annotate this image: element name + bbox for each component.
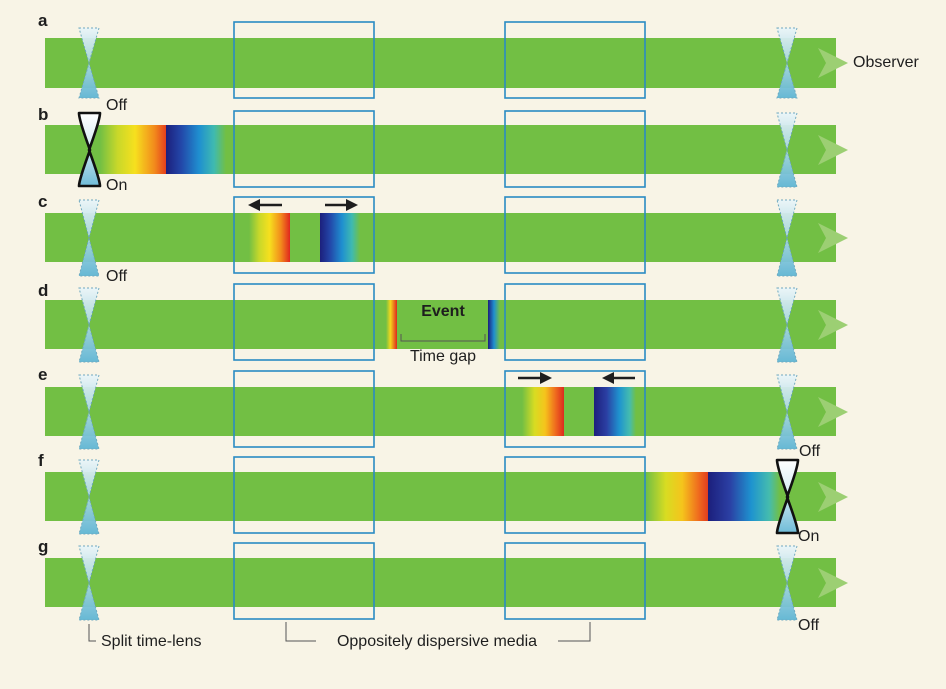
off-label-g: Off — [798, 617, 820, 634]
hourglass-lens-icon — [78, 199, 100, 277]
spectrum-red-b — [100, 125, 170, 174]
triangle-arrow-icon — [818, 310, 848, 340]
hourglass-lens-icon — [776, 27, 798, 99]
spectrum-red-e — [522, 387, 564, 436]
beam-a — [45, 38, 836, 88]
triangle-arrow-icon — [818, 568, 848, 598]
hourglass-lens-icon — [78, 374, 100, 450]
row-letter-c: c — [38, 192, 47, 211]
hourglass-lens-icon — [78, 545, 100, 621]
oppositely-dispersive-media-label: Oppositely dispersive media — [337, 633, 537, 650]
beam-e — [45, 387, 836, 436]
spectrum-blue-e — [594, 387, 636, 436]
lenses-active — [77, 111, 800, 535]
off-label-e: Off — [799, 443, 821, 460]
hourglass-lens-icon — [775, 458, 800, 535]
medium-2-a — [504, 21, 646, 99]
medium-1-a — [233, 21, 375, 99]
medium-2-b — [504, 110, 646, 188]
spectrum-blue-c — [320, 213, 360, 262]
on-label-b: On — [106, 177, 127, 194]
medium-1-g — [233, 542, 375, 620]
off-label-c: Off — [106, 268, 128, 285]
observer-label: Observer — [853, 54, 919, 71]
media-bracket-left — [285, 622, 316, 642]
row-letter-g: g — [38, 537, 48, 556]
beam-c — [45, 213, 836, 262]
dispersive-media — [233, 21, 646, 620]
hourglass-lens-icon — [77, 111, 102, 188]
medium-2-f — [504, 456, 646, 534]
spectrum-red-f — [646, 472, 712, 521]
split-time-lens-label: Split time-lens — [101, 633, 201, 650]
media-bracket-right — [558, 622, 591, 642]
event-label: Event — [421, 303, 465, 320]
triangle-arrow-icon — [818, 48, 848, 78]
hourglass-lens-icon — [78, 287, 100, 363]
medium-1-c — [233, 196, 375, 274]
beam-g — [45, 558, 836, 607]
time-gap-label: Time gap — [410, 348, 476, 365]
triangle-arrow-icon — [818, 482, 848, 512]
row-letter-d: d — [38, 281, 48, 300]
on-label-f: On — [798, 528, 819, 545]
spectrum-red-c — [249, 213, 290, 262]
beam-tips — [818, 48, 848, 598]
spectra — [100, 125, 780, 521]
arrow-icon — [248, 199, 260, 211]
row-letter-f: f — [38, 451, 44, 470]
triangle-arrow-icon — [818, 223, 848, 253]
triangle-arrow-icon — [818, 397, 848, 427]
medium-1-f — [233, 456, 375, 534]
hourglass-lens-icon — [776, 545, 798, 621]
hourglass-lens-icon — [776, 199, 798, 277]
hourglass-lens-icon — [776, 374, 798, 450]
off-label-b: Off — [106, 97, 128, 114]
medium-2-c — [504, 196, 646, 274]
medium-2-e — [504, 370, 646, 448]
hourglass-lens-icon — [776, 112, 798, 188]
triangle-arrow-icon — [818, 135, 848, 165]
medium-1-b — [233, 110, 375, 188]
hourglass-lens-icon — [776, 287, 798, 363]
arrow-icon — [540, 372, 552, 384]
spectrum-blue-d — [488, 300, 500, 349]
medium-1-d — [233, 283, 375, 361]
spectrum-blue-b — [166, 125, 226, 174]
row-letter-b: b — [38, 105, 48, 124]
spectrum-red-d — [386, 300, 397, 349]
lenses-faint — [78, 27, 798, 621]
medium-2-g — [504, 542, 646, 620]
time-gap-bracket — [400, 334, 486, 342]
row-letter-e: e — [38, 365, 47, 384]
arrow-icon — [602, 372, 614, 384]
split-time-lens-leader — [88, 624, 96, 642]
beams — [45, 38, 836, 607]
arrows — [248, 199, 635, 384]
spectrum-blue-f — [708, 472, 780, 521]
arrow-icon — [346, 199, 358, 211]
medium-1-e — [233, 370, 375, 448]
medium-2-d — [504, 283, 646, 361]
row-letter-a: a — [38, 11, 48, 30]
hourglass-lens-icon — [78, 459, 100, 535]
hourglass-lens-icon — [78, 27, 100, 99]
